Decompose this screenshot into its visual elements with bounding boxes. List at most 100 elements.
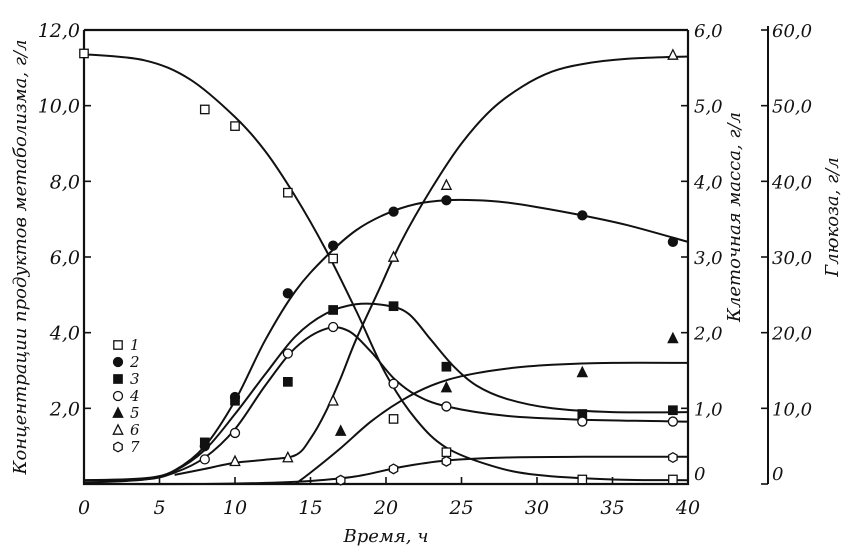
series-4-point <box>229 427 241 439</box>
axis-labels: Время, ч Концентрации продуктов метаболи… <box>10 40 843 547</box>
legend-2-marker <box>112 356 124 368</box>
series-4-point <box>282 348 294 359</box>
series-5-point <box>576 365 589 378</box>
x-tick-label: 30 <box>525 497 549 519</box>
series-2-point <box>282 288 294 299</box>
markers <box>79 48 679 486</box>
x-tick-label: 35 <box>600 497 624 519</box>
y-left-tick-label: 12,0 <box>38 20 80 42</box>
series-1-point <box>577 474 588 485</box>
series-5-point <box>440 380 453 393</box>
y-left-tick-label: 2,0 <box>49 398 80 420</box>
series-7-point <box>388 463 399 475</box>
series-3-point <box>441 361 452 372</box>
series-3-point <box>282 376 293 387</box>
y-right-tick-label: 10,0 <box>772 399 812 420</box>
y-right-tick-label: 40,0 <box>771 172 812 193</box>
y-mid-tick-label: 3,0 <box>694 248 723 269</box>
y-left-tick-label: 8,0 <box>50 171 80 193</box>
series-1-point <box>328 253 339 264</box>
series-3-point <box>199 437 210 448</box>
y-right-tick-label: 20,0 <box>771 324 812 345</box>
y-left-axis-label: Концентрации продуктов метаболизма, г/л <box>10 40 31 476</box>
series-1-point <box>668 474 678 485</box>
series-4-curve <box>83 326 689 482</box>
series-6-point <box>387 250 400 262</box>
series-1-point <box>388 414 399 424</box>
series-1-point <box>282 187 293 198</box>
y-mid-tick-label: 6,0 <box>694 21 723 42</box>
x-tick-label: 25 <box>448 497 473 519</box>
series-4-point <box>199 454 210 465</box>
legend-5-label: 5 <box>130 404 140 422</box>
y-mid-axis-label: Клеточная масса, г/л <box>724 112 745 323</box>
y-mid-tick-label: 2,0 <box>693 324 723 345</box>
y-left-tick-label: 6,0 <box>50 247 80 269</box>
series-1-point <box>441 447 452 458</box>
series-1-point <box>79 48 89 59</box>
series-7-point <box>668 451 678 464</box>
y-mid-tick-label: 5,0 <box>694 97 723 118</box>
series-7-point <box>441 455 452 467</box>
legend-3-marker <box>113 374 123 384</box>
series-5-point <box>667 331 679 344</box>
series-4-point <box>577 416 588 427</box>
y-right-tick-label: 50,0 <box>772 97 812 118</box>
axes: 0 5 10 15 20 25 30 35 402,04,06,08,010,012,001,0… <box>38 20 812 519</box>
x-tick-label: 40 <box>675 497 700 519</box>
x-axis-label: Время, ч <box>343 526 429 547</box>
y-mid-tick-label: 4,0 <box>693 172 723 193</box>
series-3-point <box>328 305 339 315</box>
y-mid-tick-label: 0 <box>694 464 705 485</box>
series-2-point <box>667 236 679 248</box>
series-7-point <box>335 474 346 486</box>
legend-3-label: 3 <box>130 370 140 388</box>
series-2-curve <box>83 198 689 484</box>
series-1-point <box>199 104 210 115</box>
series-3-point <box>388 301 399 312</box>
legend-4-marker <box>112 390 124 402</box>
x-tick-label: 15 <box>298 497 322 519</box>
y-right-axis-label: Глюкоза, г/л <box>822 157 843 277</box>
series-4-point <box>441 401 452 412</box>
series-6-point <box>667 48 679 60</box>
series-2-point <box>327 240 339 251</box>
curves <box>83 53 689 486</box>
series-5-curve <box>294 361 689 485</box>
series-3-point <box>668 405 678 416</box>
series-1-curve <box>83 53 689 482</box>
legend-6-label: 6 <box>130 421 140 439</box>
y-left-tick-label: 10,0 <box>38 96 80 118</box>
series-6-point <box>229 454 241 467</box>
x-tick-label: 10 <box>223 497 247 519</box>
legend-2-label: 2 <box>129 353 140 371</box>
series-1-point <box>230 121 240 131</box>
y-left-tick-label: 4,0 <box>49 323 80 345</box>
series-3-curve <box>83 302 689 482</box>
legend-1-marker <box>113 340 123 350</box>
legend-1-label: 1 <box>130 336 140 354</box>
legend-7-label: 7 <box>130 438 140 456</box>
series-4-point <box>327 321 339 333</box>
legend-4-label: 4 <box>129 387 140 405</box>
series-3-point <box>230 395 240 406</box>
plot-frame <box>82 30 690 486</box>
legend-5-marker <box>112 406 124 418</box>
series-6-point <box>440 178 453 190</box>
series-5-point <box>334 424 347 436</box>
x-tick-label: 5 <box>153 497 165 519</box>
y-right-tick-label: 30,0 <box>772 248 812 269</box>
legend-7-marker <box>113 441 123 453</box>
series-2-point <box>441 195 452 206</box>
series-2-point <box>577 210 588 221</box>
x-tick-label: 20 <box>373 497 398 519</box>
series-6-point <box>282 450 294 463</box>
legend-6-marker <box>112 423 124 435</box>
series-7-curve <box>83 455 689 486</box>
series-6-point <box>327 394 339 406</box>
series-2-point <box>388 206 399 217</box>
y-right-tick-label: 60,0 <box>772 21 812 42</box>
x-tick-label: 0 <box>78 497 90 519</box>
